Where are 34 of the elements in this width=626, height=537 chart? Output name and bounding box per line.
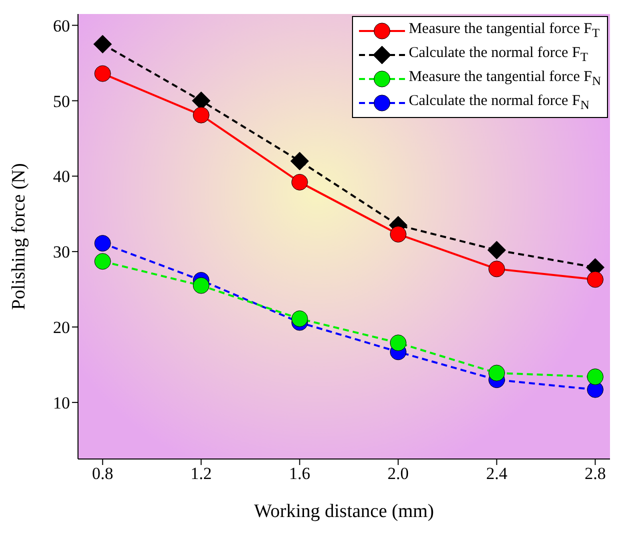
point — [488, 260, 505, 278]
x-tick-label: 2.0 — [388, 464, 409, 484]
y-tick-label: 30 — [53, 242, 70, 262]
point — [290, 152, 309, 170]
legend-label: Measure the tangential force F$_{N}$ — [408, 69, 601, 88]
point — [94, 235, 111, 252]
legend-label: Calculate the normal force F$_{N}$ — [408, 93, 590, 112]
y-tick-label: 20 — [53, 318, 70, 338]
point — [487, 240, 506, 260]
y-tick-label: 40 — [53, 167, 70, 186]
x-axis-title: Working distance (mm) — [254, 501, 434, 522]
point — [291, 310, 308, 327]
y-tick-label: 50 — [53, 92, 70, 111]
point — [488, 364, 505, 382]
legend-label: Calculate the normal force F$_{T}$ — [408, 45, 588, 64]
x-tick-label: 0.8 — [92, 464, 114, 484]
legend-label: Measure the tangential force F$_{T}$ — [408, 21, 600, 40]
x-tick-label: 1.6 — [289, 464, 310, 484]
point — [390, 226, 406, 242]
point — [192, 277, 210, 294]
point — [586, 271, 604, 288]
x-tick-label: 2.4 — [486, 464, 508, 484]
point — [390, 334, 406, 352]
y-tick-label: 60 — [53, 16, 70, 36]
point — [586, 368, 604, 386]
point — [93, 34, 112, 54]
point — [94, 253, 111, 270]
point — [94, 65, 111, 82]
point — [192, 106, 210, 124]
y-axis-title: Polishing force (N) — [8, 163, 30, 310]
point — [291, 174, 308, 190]
x-tick-label: 2.8 — [584, 464, 606, 484]
x-tick-label: 1.2 — [190, 464, 212, 484]
y-tick-label: 10 — [53, 393, 70, 412]
